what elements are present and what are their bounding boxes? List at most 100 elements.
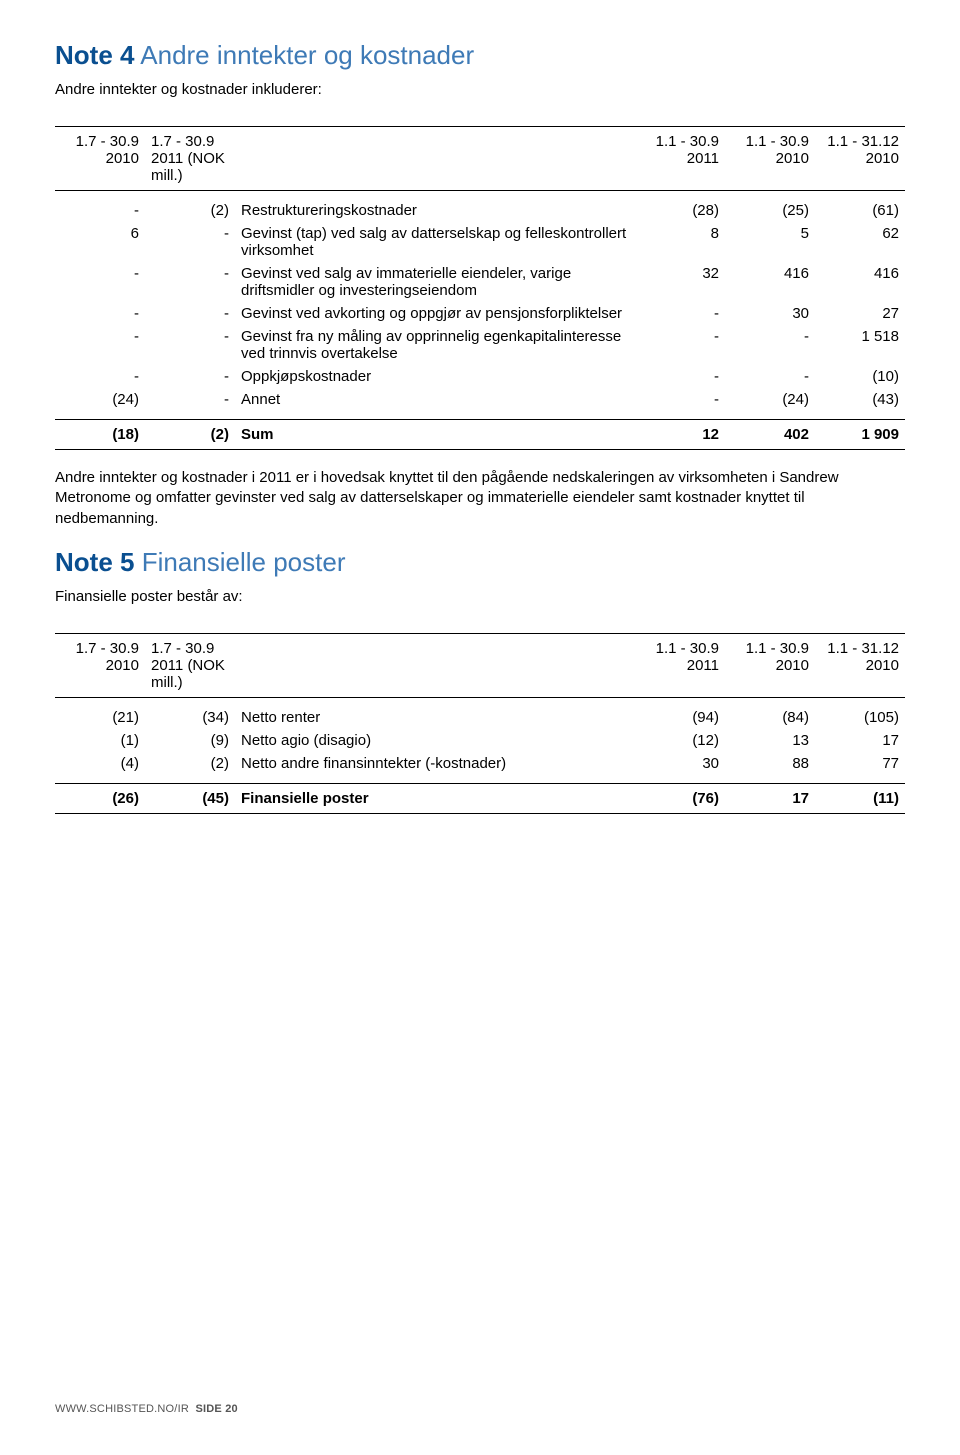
hdr-c4: 1.1 - 30.9 2010 (725, 127, 815, 191)
hdr-c2-top: 1.7 - 30.9 (151, 133, 229, 150)
table-row: 6-Gevinst (tap) ved salg av datterselska… (55, 222, 905, 262)
cell-c1: (21) (55, 706, 145, 729)
cell-c5: (43) (815, 388, 905, 411)
sum-desc: Finansielle poster (235, 783, 635, 813)
hdr-c4-bot: 2010 (731, 657, 809, 674)
table-row: -(2)Restruktureringskostnader(28)(25)(61… (55, 199, 905, 222)
table-row: (21)(34)Netto renter(94)(84)(105) (55, 706, 905, 729)
cell-c2: - (145, 365, 235, 388)
note4-sum-row: (18) (2) Sum 12 402 1 909 (55, 420, 905, 450)
cell-desc: Gevinst fra ny måling av opprinnelig ege… (235, 325, 635, 365)
hdr-c5: 1.1 - 31.12 2010 (815, 633, 905, 697)
cell-c5: 1 518 (815, 325, 905, 365)
cell-c1: - (55, 262, 145, 302)
cell-c4: - (725, 325, 815, 365)
cell-c3: - (635, 388, 725, 411)
cell-c4: (25) (725, 199, 815, 222)
cell-c4: 13 (725, 729, 815, 752)
cell-c3: - (635, 325, 725, 365)
cell-desc: Gevinst ved salg av immaterielle eiendel… (235, 262, 635, 302)
note5-sum-row: (26) (45) Finansielle poster (76) 17 (11… (55, 783, 905, 813)
hdr-c2-bot: 2011 (NOK mill.) (151, 657, 229, 691)
hdr-c2: 1.7 - 30.9 2011 (NOK mill.) (145, 127, 235, 191)
cell-c3: - (635, 365, 725, 388)
cell-c4: (24) (725, 388, 815, 411)
hdr-desc (235, 633, 635, 697)
hdr-c4: 1.1 - 30.9 2010 (725, 633, 815, 697)
cell-c1: - (55, 365, 145, 388)
hdr-c5-bot: 2010 (821, 657, 899, 674)
sum-c4: 402 (725, 420, 815, 450)
cell-c4: (84) (725, 706, 815, 729)
hdr-c3-bot: 2011 (641, 150, 719, 167)
cell-c5: 62 (815, 222, 905, 262)
cell-c4: 416 (725, 262, 815, 302)
sum-c1: (26) (55, 783, 145, 813)
table-row: --Gevinst fra ny måling av opprinnelig e… (55, 325, 905, 365)
table-row: --Gevinst ved avkorting og oppgjør av pe… (55, 302, 905, 325)
cell-c1: 6 (55, 222, 145, 262)
footer-page: SIDE 20 (195, 1403, 237, 1415)
cell-c5: (61) (815, 199, 905, 222)
table-row: (24)-Annet-(24)(43) (55, 388, 905, 411)
cell-c1: (4) (55, 752, 145, 775)
hdr-c3: 1.1 - 30.9 2011 (635, 633, 725, 697)
table-row: (1)(9)Netto agio (disagio)(12)1317 (55, 729, 905, 752)
note5-title-light: Finansielle poster (142, 547, 346, 577)
note4-table: 1.7 - 30.9 2010 1.7 - 30.9 2011 (NOK mil… (55, 126, 905, 450)
cell-c1: - (55, 302, 145, 325)
cell-c2: (9) (145, 729, 235, 752)
hdr-c5-top: 1.1 - 31.12 (821, 133, 899, 150)
hdr-c2-bot: 2011 (NOK mill.) (151, 150, 229, 184)
cell-c2: - (145, 325, 235, 365)
cell-c1: (24) (55, 388, 145, 411)
cell-c3: - (635, 302, 725, 325)
cell-desc: Oppkjøpskostnader (235, 365, 635, 388)
hdr-c2-top: 1.7 - 30.9 (151, 640, 229, 657)
note4-intro: Andre inntekter og kostnader inkluderer: (55, 81, 905, 98)
hdr-c3-top: 1.1 - 30.9 (641, 640, 719, 657)
cell-c2: - (145, 388, 235, 411)
cell-c2: (2) (145, 752, 235, 775)
note4-body: Andre inntekter og kostnader i 2011 er i… (55, 468, 905, 529)
cell-c5: (10) (815, 365, 905, 388)
hdr-c2: 1.7 - 30.9 2011 (NOK mill.) (145, 633, 235, 697)
table-row: --Gevinst ved salg av immaterielle eiend… (55, 262, 905, 302)
note5-title: Note 5 Finansielle poster (55, 547, 905, 578)
cell-desc: Gevinst (tap) ved salg av datterselskap … (235, 222, 635, 262)
hdr-c1-bot: 2010 (61, 657, 139, 674)
sum-c5: 1 909 (815, 420, 905, 450)
cell-c2: - (145, 222, 235, 262)
cell-desc: Netto renter (235, 706, 635, 729)
hdr-c4-bot: 2010 (731, 150, 809, 167)
table-header-row: 1.7 - 30.9 2010 1.7 - 30.9 2011 (NOK mil… (55, 127, 905, 191)
sum-c3: 12 (635, 420, 725, 450)
cell-c3: 32 (635, 262, 725, 302)
cell-c2: - (145, 262, 235, 302)
sum-c5: (11) (815, 783, 905, 813)
note5-intro: Finansielle poster består av: (55, 588, 905, 605)
note5-table: 1.7 - 30.9 2010 1.7 - 30.9 2011 (NOK mil… (55, 633, 905, 814)
cell-c5: 416 (815, 262, 905, 302)
cell-c4: 5 (725, 222, 815, 262)
cell-c3: (28) (635, 199, 725, 222)
cell-desc: Netto andre finansinntekter (-kostnader) (235, 752, 635, 775)
hdr-c4-top: 1.1 - 30.9 (731, 640, 809, 657)
table-row: --Oppkjøpskostnader--(10) (55, 365, 905, 388)
cell-c1: (1) (55, 729, 145, 752)
hdr-c5-top: 1.1 - 31.12 (821, 640, 899, 657)
hdr-c4-top: 1.1 - 30.9 (731, 133, 809, 150)
cell-desc: Restruktureringskostnader (235, 199, 635, 222)
cell-c4: - (725, 365, 815, 388)
note4-title: Note 4 Andre inntekter og kostnader (55, 40, 905, 71)
sum-desc: Sum (235, 420, 635, 450)
page-footer: WWW.SCHIBSTED.NO/IR SIDE 20 (55, 1403, 238, 1415)
sum-c4: 17 (725, 783, 815, 813)
hdr-c3-bot: 2011 (641, 657, 719, 674)
note5-title-bold: Note 5 (55, 547, 134, 577)
hdr-c1: 1.7 - 30.9 2010 (55, 127, 145, 191)
table-row: (4)(2)Netto andre finansinntekter (-kost… (55, 752, 905, 775)
sum-c1: (18) (55, 420, 145, 450)
sum-c3: (76) (635, 783, 725, 813)
cell-c2: (34) (145, 706, 235, 729)
